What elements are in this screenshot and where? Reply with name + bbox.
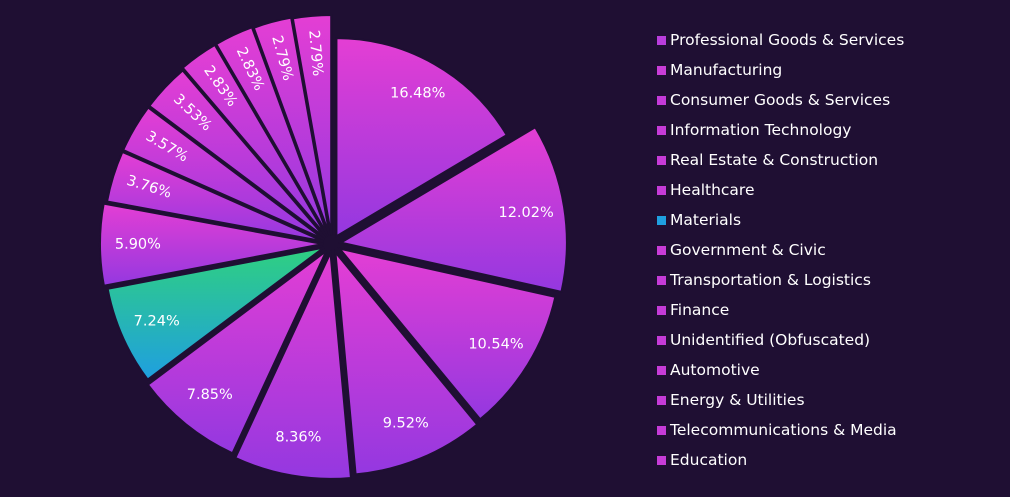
legend-swatch	[657, 335, 666, 345]
slice-value-label: 12.02%	[498, 205, 553, 221]
pie-slice-finance[interactable]	[121, 106, 325, 241]
pie-slice-energy-utilities[interactable]	[214, 26, 330, 237]
legend-swatch	[657, 275, 666, 285]
legend-label: Unidentified (Obfuscated)	[670, 331, 871, 349]
legend-label: Real Estate & Construction	[670, 151, 879, 169]
legend-label: Materials	[670, 211, 742, 229]
legend-item[interactable]: Transportation & Logistics	[657, 265, 1007, 295]
legend-item[interactable]: Energy & Utilities	[657, 385, 1007, 415]
pie-slice-telecommunications-media[interactable]	[252, 16, 331, 236]
legend-swatch	[657, 155, 666, 165]
legend-item[interactable]: Unidentified (Obfuscated)	[657, 325, 1007, 355]
legend-label: Government & Civic	[670, 241, 826, 259]
legend-item[interactable]: Professional Goods & Services	[657, 25, 1007, 55]
legend-label: Healthcare	[670, 181, 755, 199]
legend-swatch	[657, 425, 666, 435]
legend-item[interactable]: Information Technology	[657, 115, 1007, 145]
pie-slices	[99, 14, 568, 480]
legend-item[interactable]: Materials	[657, 205, 1007, 235]
legend-swatch	[657, 305, 666, 315]
pie-chart: 16.48% 12.02% 10.54% 9.52% 8.36% 7.85% 7.24% 5.…	[99, 14, 568, 480]
legend-label: Transportation & Logistics	[670, 271, 871, 289]
legend-label: Telecommunications & Media	[670, 421, 897, 439]
pie-slice-information-technology[interactable]	[334, 249, 479, 476]
legend-label: Consumer Goods & Services	[670, 91, 891, 109]
pie-slice-unidentified-obfuscated[interactable]	[147, 69, 327, 239]
legend-item[interactable]: Manufacturing	[657, 55, 1007, 85]
legend-swatch	[657, 65, 666, 75]
legend-label: Finance	[670, 301, 730, 319]
slice-value-label: 10.54%	[468, 337, 523, 353]
legend-item[interactable]: Healthcare	[657, 175, 1007, 205]
slice-value-label: 5.90%	[115, 237, 161, 253]
legend-item[interactable]: Government & Civic	[657, 235, 1007, 265]
legend-item[interactable]: Automotive	[657, 355, 1007, 385]
pie-slice-government-civic[interactable]	[99, 202, 324, 287]
legend-swatch	[657, 365, 666, 375]
legend-swatch	[657, 245, 666, 255]
slice-value-label: 8.36%	[275, 430, 321, 446]
pie-slice-transportation-logistics[interactable]	[105, 150, 324, 243]
pie-slice-consumer-goods-services[interactable]	[337, 247, 557, 421]
legend-item[interactable]: Finance	[657, 295, 1007, 325]
legend-label: Manufacturing	[670, 61, 783, 79]
legend-swatch	[657, 125, 666, 135]
legend-swatch	[657, 455, 666, 465]
legend-label: Information Technology	[670, 121, 852, 139]
pie-slice-automotive[interactable]	[181, 43, 328, 238]
legend-swatch	[657, 215, 666, 225]
slice-value-label: 7.85%	[187, 387, 233, 403]
legend-swatch	[657, 95, 666, 105]
slice-value-label: 16.48%	[390, 85, 445, 101]
slice-value-label: 2.79%	[305, 29, 325, 76]
pie-slice-education[interactable]	[291, 14, 333, 236]
slice-value-label: 9.52%	[383, 416, 429, 432]
legend-label: Professional Goods & Services	[670, 31, 905, 49]
pie-slice-healthcare[interactable]	[146, 250, 328, 455]
legend-item[interactable]: Real Estate & Construction	[657, 145, 1007, 175]
legend: Professional Goods & Services Manufacturi…	[657, 25, 1007, 475]
legend-item[interactable]: Education	[657, 445, 1007, 475]
legend-item[interactable]: Telecommunications & Media	[657, 415, 1007, 445]
pie-slice-materials[interactable]	[106, 246, 325, 381]
legend-swatch	[657, 395, 666, 405]
legend-swatch	[657, 185, 666, 195]
legend-label: Education	[670, 451, 748, 469]
slice-value-label: 7.24%	[134, 313, 180, 329]
legend-item[interactable]: Consumer Goods & Services	[657, 85, 1007, 115]
pie-slice-manufacturing[interactable]	[338, 125, 568, 294]
legend-label: Automotive	[670, 361, 760, 379]
legend-swatch	[657, 35, 666, 45]
pie-slice-professional-goods-services[interactable]	[335, 37, 509, 238]
pie-slice-real-estate-construction[interactable]	[234, 249, 353, 480]
legend-label: Energy & Utilities	[670, 391, 805, 409]
